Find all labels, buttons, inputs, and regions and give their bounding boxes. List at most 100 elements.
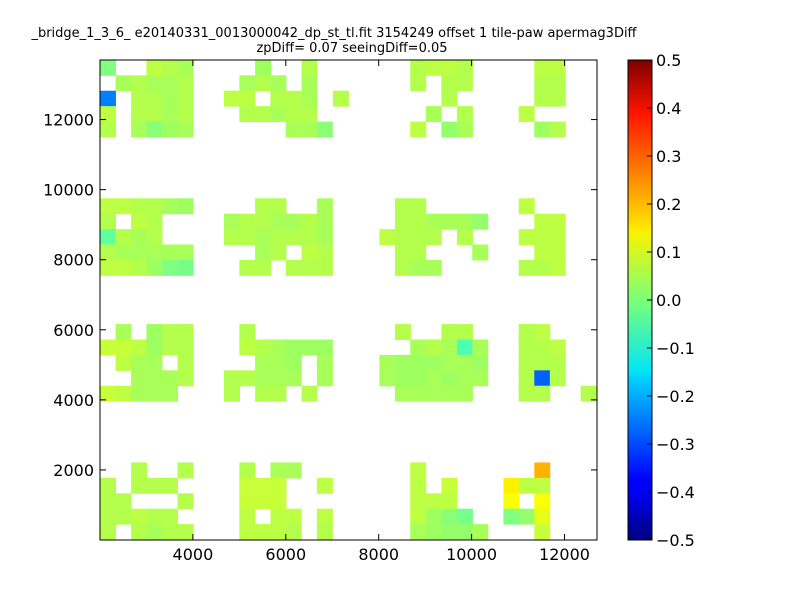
heatmap-cell bbox=[503, 477, 520, 494]
heatmap-cell bbox=[549, 354, 566, 371]
heatmap-cell bbox=[472, 354, 489, 371]
heatmap-cell bbox=[518, 106, 535, 123]
heatmap-cell bbox=[162, 244, 178, 261]
heatmap-cell bbox=[162, 370, 178, 387]
heatmap-cell bbox=[224, 229, 240, 246]
heatmap-cell bbox=[100, 244, 116, 261]
heatmap-cell bbox=[549, 60, 566, 76]
heatmap-cell bbox=[518, 385, 535, 402]
heatmap-cell bbox=[146, 339, 163, 356]
heatmap-cell bbox=[100, 213, 116, 230]
heatmap-cell bbox=[100, 385, 116, 402]
heatmap-cell bbox=[177, 121, 194, 138]
heatmap-cell bbox=[255, 339, 272, 356]
heatmap-cell bbox=[162, 121, 178, 138]
heatmap-cell bbox=[239, 508, 256, 525]
heatmap-cell bbox=[270, 213, 287, 230]
heatmap-cell bbox=[285, 229, 302, 246]
heatmap-cell bbox=[285, 339, 302, 356]
heatmap-cell bbox=[239, 90, 256, 107]
heatmap-cell bbox=[503, 508, 520, 525]
heatmap-cell bbox=[441, 121, 458, 138]
heatmap-cell bbox=[270, 385, 287, 402]
heatmap-cell bbox=[410, 198, 427, 215]
heatmap-cell bbox=[425, 259, 442, 276]
x-tick-label: 12000 bbox=[539, 545, 590, 564]
heatmap-cell bbox=[410, 385, 427, 402]
heatmap-cell bbox=[177, 259, 194, 276]
heatmap-cell bbox=[270, 90, 287, 107]
heatmap-cell bbox=[410, 244, 427, 261]
heatmap-cell bbox=[316, 244, 333, 261]
heatmap-cell bbox=[115, 75, 132, 92]
heatmap-cell bbox=[456, 524, 473, 540]
heatmap-cell bbox=[270, 244, 287, 261]
heatmap-cell bbox=[518, 229, 535, 246]
heatmap-cell bbox=[115, 198, 132, 215]
heatmap-cell bbox=[410, 493, 427, 510]
heatmap-cell bbox=[549, 121, 566, 138]
heatmap-cell bbox=[394, 244, 411, 261]
heatmap-cell bbox=[425, 370, 442, 387]
heatmap-cell bbox=[131, 121, 148, 138]
heatmap-cell bbox=[100, 121, 116, 138]
heatmap-cell bbox=[270, 354, 287, 371]
heatmap-cell bbox=[534, 213, 551, 230]
heatmap-cell bbox=[100, 106, 116, 123]
heatmap-cell bbox=[410, 354, 427, 371]
colorbar-tick-label: −0.4 bbox=[656, 483, 695, 502]
heatmap-cell bbox=[410, 370, 427, 387]
heatmap-cell bbox=[441, 493, 458, 510]
heatmap-cell bbox=[146, 60, 163, 76]
heatmap-cell bbox=[394, 354, 411, 371]
heatmap-cell bbox=[177, 493, 194, 510]
heatmap-cell bbox=[270, 229, 287, 246]
heatmap-cell bbox=[146, 213, 163, 230]
heatmap-cell bbox=[534, 259, 551, 276]
heatmap-cell bbox=[441, 324, 458, 340]
heatmap-cell bbox=[425, 229, 442, 246]
heatmap-cell bbox=[425, 493, 442, 510]
heatmap-cell bbox=[534, 508, 551, 525]
heatmap-cell bbox=[410, 229, 427, 246]
heatmap-cell bbox=[255, 477, 272, 494]
heatmap-cell bbox=[441, 60, 458, 76]
heatmap-cell bbox=[162, 90, 178, 107]
heatmap-cell bbox=[456, 370, 473, 387]
heatmap-cell bbox=[146, 121, 163, 138]
heatmap-cell bbox=[394, 370, 411, 387]
heatmap-cell bbox=[549, 339, 566, 356]
heatmap-cell bbox=[441, 213, 458, 230]
y-tick-label: 2000 bbox=[53, 461, 94, 480]
heatmap-cell bbox=[146, 90, 163, 107]
heatmap-cell bbox=[146, 198, 163, 215]
heatmap-cell bbox=[379, 229, 396, 246]
heatmap-cell bbox=[239, 213, 256, 230]
heatmap-cell bbox=[549, 213, 566, 230]
heatmap-cell bbox=[549, 90, 566, 107]
heatmap-cell bbox=[115, 339, 132, 356]
heatmap-cell bbox=[425, 213, 442, 230]
heatmap-cell bbox=[301, 75, 318, 92]
heatmap-cell bbox=[410, 60, 427, 76]
heatmap-cell bbox=[301, 229, 318, 246]
heatmap-cell bbox=[239, 324, 256, 340]
y-axis: 2000 4000 6000 8000 10000 12000 bbox=[43, 111, 597, 480]
heatmap-cell bbox=[425, 508, 442, 525]
heatmap-cell bbox=[456, 106, 473, 123]
heatmap-cell bbox=[255, 259, 272, 276]
heatmap-cell bbox=[316, 121, 333, 138]
heatmap-cell bbox=[410, 121, 427, 138]
heatmap-cell bbox=[410, 477, 427, 494]
heatmap-cell bbox=[239, 229, 256, 246]
heatmap-cell bbox=[146, 259, 163, 276]
heatmap-cells bbox=[100, 60, 597, 540]
heatmap-cell bbox=[285, 106, 302, 123]
heatmap-cell bbox=[456, 324, 473, 340]
heatmap-cell bbox=[255, 213, 272, 230]
heatmap-cell bbox=[472, 244, 489, 261]
y-tick-label: 8000 bbox=[53, 251, 94, 270]
heatmap-cell bbox=[162, 198, 178, 215]
heatmap-cell bbox=[549, 229, 566, 246]
heatmap-cell bbox=[270, 370, 287, 387]
